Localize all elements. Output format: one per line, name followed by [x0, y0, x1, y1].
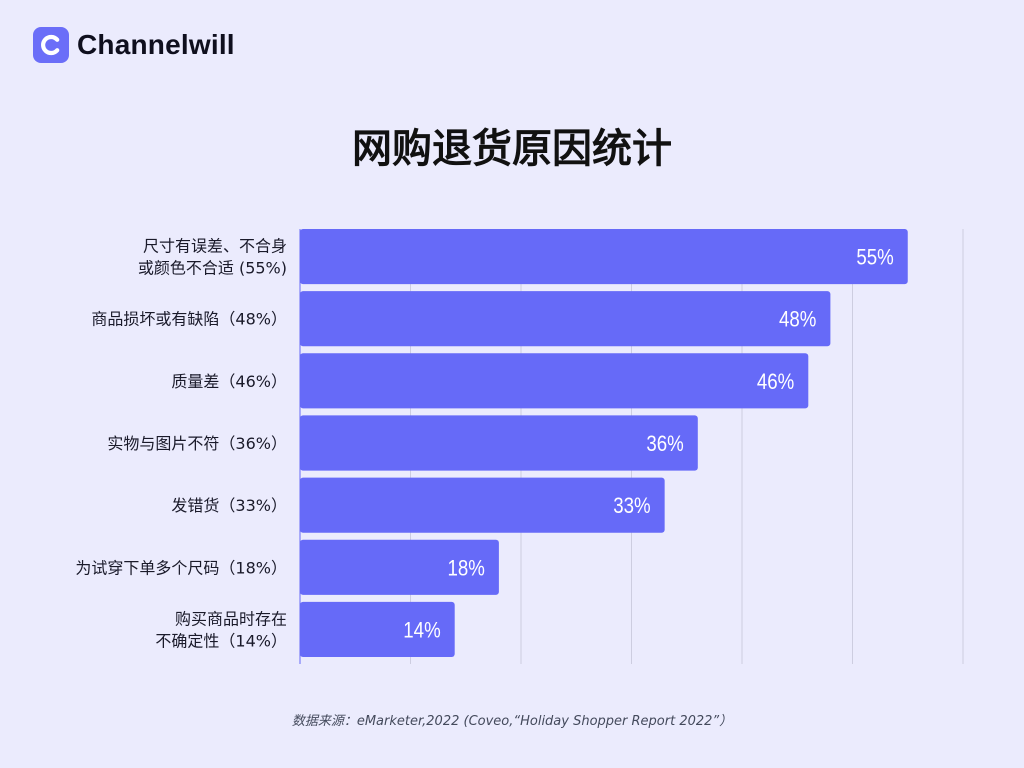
category-label: 商品损坏或有缺陷（48%） — [91, 310, 287, 329]
data-label: 46% — [757, 371, 794, 395]
data-label: 55% — [856, 246, 893, 270]
category-label: 发错货（33%） — [171, 496, 287, 515]
data-label: 18% — [447, 557, 484, 581]
channelwill-c-logo-icon — [33, 27, 69, 63]
category-label: 不确定性（14%） — [155, 631, 287, 650]
category-label: 尺寸有误差、不合身 — [143, 237, 287, 256]
category-label: 质量差（46%） — [171, 372, 287, 391]
bar — [300, 229, 908, 285]
bar — [300, 353, 809, 409]
data-label: 48% — [779, 308, 816, 332]
data-label: 33% — [613, 495, 650, 519]
source-note: 数据来源：eMarketer,2022 (Coveo,“Holiday Shop… — [291, 714, 733, 729]
brand-name: Channelwill — [77, 29, 235, 60]
data-label: 14% — [403, 619, 440, 643]
bar — [300, 415, 698, 471]
data-label: 36% — [646, 433, 683, 457]
category-label: 购买商品时存在 — [175, 609, 287, 628]
chart-title: 网购退货原因统计 — [352, 126, 672, 172]
bar — [300, 477, 665, 533]
brand: Channelwill — [33, 27, 235, 63]
category-label: 为试穿下单多个尺码（18%） — [75, 558, 287, 577]
category-label: 或颜色不合适 (55%) — [138, 259, 287, 278]
bar — [300, 291, 831, 347]
bar — [300, 539, 499, 595]
bar — [300, 601, 455, 657]
category-label: 实物与图片不符（36%） — [107, 434, 287, 453]
